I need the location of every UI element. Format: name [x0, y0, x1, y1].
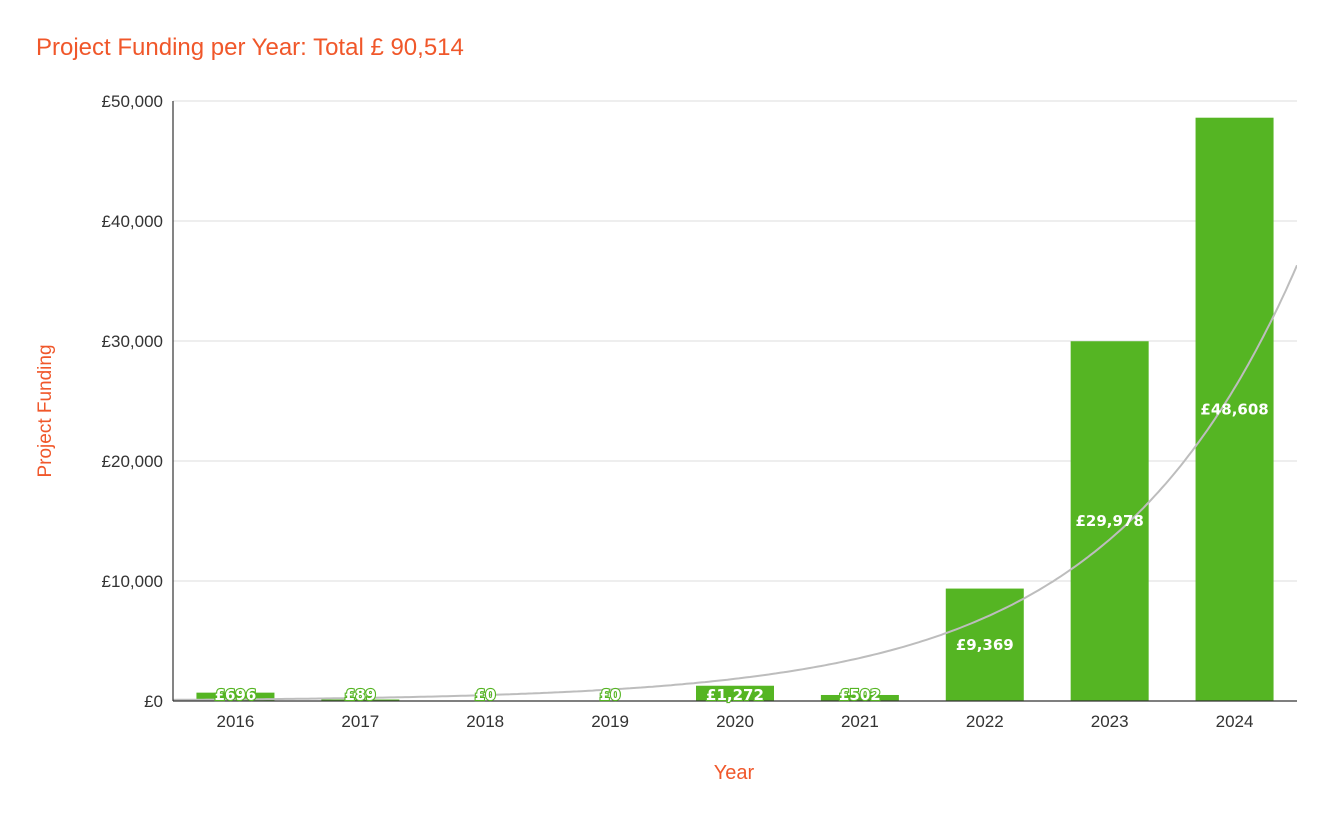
- x-tick-label: 2022: [966, 712, 1004, 731]
- data-label: £9,369: [956, 636, 1014, 654]
- bar-2017: [321, 699, 400, 701]
- x-tick-label: 2018: [466, 712, 504, 731]
- data-label: £1,272: [706, 686, 764, 704]
- bar-2024: [1195, 117, 1274, 702]
- y-tick-label: £20,000: [102, 452, 163, 471]
- y-tick-label: £30,000: [102, 332, 163, 351]
- bar-2016: [196, 692, 275, 701]
- x-tick-label: 2023: [1091, 712, 1129, 731]
- x-tick-label: 2021: [841, 712, 879, 731]
- y-tick-label: £40,000: [102, 212, 163, 231]
- data-label: £48,608: [1200, 400, 1268, 418]
- bar-2021: [820, 694, 899, 701]
- bar-2020: [696, 685, 774, 701]
- bar-2023: [1070, 341, 1149, 701]
- x-tick-label: 2020: [716, 712, 754, 731]
- y-tick-label: £0: [144, 692, 163, 711]
- data-label: £29,978: [1076, 512, 1144, 530]
- y-tick-label: £10,000: [102, 572, 163, 591]
- trendline: [173, 264, 1297, 701]
- y-tick-label: £50,000: [102, 92, 163, 111]
- chart-title: Project Funding per Year: Total £ 90,514: [36, 34, 464, 61]
- x-tick-label: 2024: [1216, 712, 1254, 731]
- x-axis-title: Year: [713, 762, 755, 784]
- x-tick-label: 2017: [341, 712, 379, 731]
- axes: £0 £10,000 £20,000 £30,000 £40,000 £50,000 201…: [102, 92, 1297, 731]
- bar-2022: [945, 588, 1024, 701]
- data-label: £502: [839, 686, 881, 704]
- data-label: £0: [475, 686, 496, 704]
- data-label: £696: [215, 686, 257, 704]
- data-labels: £696 £89 £0 £0 £1,272 £502 £9,369 £29,978 £48,60…: [213, 400, 1268, 705]
- trendline-path: [173, 264, 1297, 701]
- x-tick-label: 2019: [591, 712, 629, 731]
- bars: [196, 117, 1274, 702]
- data-label: £89: [345, 686, 376, 704]
- data-label: £0: [600, 686, 621, 704]
- x-tick-label: 2016: [217, 712, 255, 731]
